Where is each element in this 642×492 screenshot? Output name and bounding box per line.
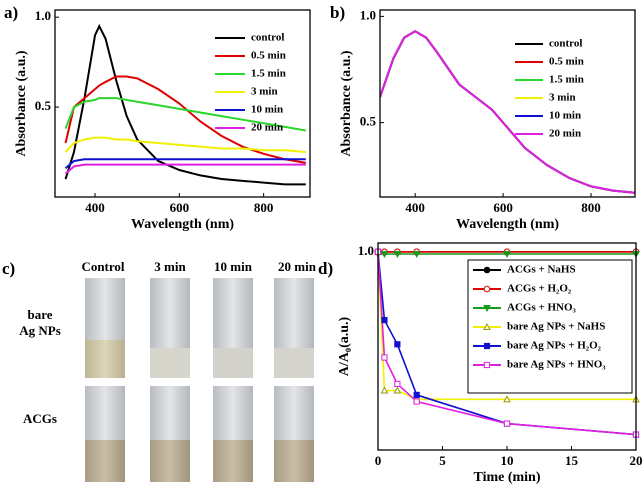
legend-label: 3 min <box>549 92 576 104</box>
series-line <box>380 30 635 194</box>
row-label: ACGs <box>23 411 57 426</box>
series-line <box>64 163 306 175</box>
series-line <box>64 97 306 132</box>
plot-area <box>380 30 635 194</box>
marker <box>483 305 491 313</box>
column-label: 3 min <box>154 259 186 274</box>
marker <box>381 316 388 324</box>
legend-label: 0.5 min <box>549 56 584 68</box>
vial-liquid <box>274 348 314 378</box>
legend-label: control <box>549 38 582 50</box>
x-tick-label: 400 <box>405 200 425 215</box>
x-tick-label: 800 <box>581 200 601 215</box>
marker <box>412 251 421 259</box>
vial-liquid <box>150 440 190 482</box>
series-line <box>380 30 635 194</box>
x-axis-label: Time (min) <box>473 470 540 485</box>
series-line <box>64 136 306 154</box>
marker <box>483 361 491 369</box>
vials <box>85 278 314 482</box>
series-line <box>380 30 635 194</box>
marker <box>393 386 402 394</box>
legend-label: 0.5 min <box>251 50 286 62</box>
marker <box>381 354 388 361</box>
marker <box>394 341 401 348</box>
x-tick-label: 20 <box>630 453 642 468</box>
series-line <box>380 30 635 194</box>
series-line <box>64 23 306 186</box>
marker <box>483 266 491 274</box>
legend-label: bare Ag NPs + H₂O₂ <box>507 340 602 352</box>
vial-liquid <box>274 440 314 482</box>
legend-label: bare Ag NPs + HNO₃ <box>507 359 606 371</box>
column-label: 10 min <box>214 259 253 274</box>
marker <box>394 380 401 388</box>
legend-label: ACGs + NaHS <box>507 264 576 276</box>
column-label: Control <box>81 259 124 274</box>
plot-frame <box>54 9 311 198</box>
y-tick-label: 0.5 <box>360 114 377 129</box>
marker <box>483 285 491 293</box>
marker <box>503 251 511 259</box>
x-tick-label: 0 <box>375 453 382 468</box>
x-tick-label: 400 <box>85 200 105 215</box>
x-tick-label: 600 <box>170 200 190 215</box>
x-tick-label: 15 <box>565 453 579 468</box>
series-line <box>378 251 636 436</box>
plot-area <box>64 23 306 186</box>
plot-frame <box>379 9 636 198</box>
marker <box>503 420 511 427</box>
x-tick-label: 5 <box>439 453 446 468</box>
vial-liquid <box>85 440 125 482</box>
vial-liquid <box>213 348 253 378</box>
legend-label: ACGs + HNO₃ <box>507 302 577 314</box>
legend-label: 20 min <box>549 128 581 140</box>
legend-label: 20 min <box>251 122 283 134</box>
series-line <box>64 158 306 169</box>
panel-label: c) <box>2 259 15 278</box>
x-tick-label: 600 <box>493 200 513 215</box>
panel-label: a) <box>4 3 18 22</box>
marker <box>483 342 491 350</box>
x-tick-label: 800 <box>254 200 274 215</box>
marker <box>393 251 402 259</box>
vial-liquid <box>85 340 125 378</box>
marker <box>503 395 511 403</box>
legend-label: ACGs + H₂O₂ <box>507 283 572 295</box>
legend-label: 1.5 min <box>251 68 286 80</box>
legend-label: 1.5 min <box>549 74 584 86</box>
marker <box>380 386 389 394</box>
row-label: bare <box>27 307 52 322</box>
y-axis-label: Absorbance (a.u.) <box>14 50 29 157</box>
y-tick-label: 1.0 <box>35 8 51 23</box>
panel-label: b) <box>330 3 345 22</box>
legend-label: bare Ag NPs + NaHS <box>507 321 605 333</box>
column-label: 20 min <box>278 259 317 274</box>
series-line <box>380 30 635 194</box>
panel-label: d) <box>318 259 333 278</box>
marker <box>413 398 420 405</box>
plot-frame <box>377 242 637 451</box>
y-axis-label: A/A₀(a.u.) <box>337 316 352 376</box>
legend-label: 3 min <box>251 86 278 98</box>
marker <box>380 251 389 259</box>
x-tick-label: 10 <box>501 453 514 468</box>
series-line <box>380 30 635 194</box>
legend-label: 10 min <box>251 104 283 116</box>
series-line <box>378 251 636 401</box>
x-axis-label: Wavelength (nm) <box>456 217 559 232</box>
x-axis-label: Wavelength (nm) <box>131 217 234 232</box>
vial-liquid <box>213 440 253 482</box>
row-label: Ag NPs <box>19 323 61 338</box>
y-tick-label: 1.0 <box>358 243 374 258</box>
y-tick-label: 1.0 <box>360 7 376 22</box>
legend-label: 10 min <box>549 110 581 122</box>
legend-label: control <box>251 32 284 44</box>
y-axis-label: Absorbance (a.u.) <box>339 50 354 157</box>
marker <box>413 391 420 399</box>
vial-liquid <box>150 348 190 378</box>
y-tick-label: 0.5 <box>35 98 52 113</box>
marker <box>483 322 491 330</box>
